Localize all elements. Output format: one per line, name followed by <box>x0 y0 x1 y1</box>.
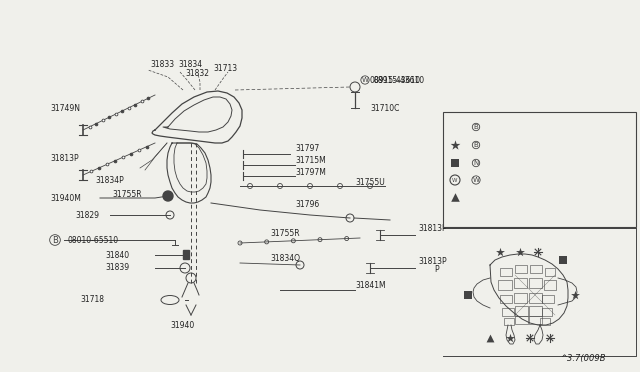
Text: 31710C: 31710C <box>370 103 399 112</box>
Point <box>515 249 525 255</box>
Bar <box>500 268 512 276</box>
Text: 31713: 31713 <box>213 64 237 73</box>
Point <box>570 292 580 298</box>
Point <box>463 292 473 298</box>
Bar <box>443 112 636 227</box>
Bar <box>529 293 542 303</box>
Text: 31834Q: 31834Q <box>270 253 300 263</box>
Text: 08120-66022: 08120-66022 <box>484 122 535 131</box>
Text: W: W <box>362 77 369 83</box>
Text: 31834P: 31834P <box>95 176 124 185</box>
Bar <box>183 250 189 259</box>
Point <box>485 335 495 341</box>
Point <box>450 194 460 200</box>
Bar <box>529 278 542 288</box>
Bar <box>515 265 527 273</box>
Point <box>450 142 460 148</box>
Text: 31940M: 31940M <box>50 193 81 202</box>
Point <box>505 335 515 341</box>
Text: 31813P: 31813P <box>418 224 447 232</box>
Text: B: B <box>52 235 58 244</box>
Bar <box>542 295 554 303</box>
Bar <box>500 295 512 303</box>
Text: 08911-20610: 08911-20610 <box>484 158 535 167</box>
Bar <box>529 316 542 324</box>
Text: 08915-43610: 08915-43610 <box>370 76 421 84</box>
Text: 31797: 31797 <box>295 144 319 153</box>
Text: W: W <box>472 177 479 183</box>
Circle shape <box>163 191 173 201</box>
Text: 31813P: 31813P <box>50 154 79 163</box>
Point <box>495 249 505 255</box>
Text: 31832: 31832 <box>185 68 209 77</box>
Text: 31718: 31718 <box>80 295 104 305</box>
Text: W: W <box>452 177 458 183</box>
Text: 31829: 31829 <box>75 211 99 219</box>
Text: B: B <box>474 142 478 148</box>
Text: 31841M: 31841M <box>355 280 386 289</box>
Text: N: N <box>474 160 479 166</box>
Bar <box>515 306 528 316</box>
Text: 31834: 31834 <box>178 60 202 68</box>
Text: ^3.7(009B: ^3.7(009B <box>560 353 605 362</box>
Bar <box>515 316 528 324</box>
Bar <box>542 308 552 316</box>
Text: 31940: 31940 <box>171 321 195 330</box>
Bar <box>498 280 512 290</box>
Text: (2): (2) <box>484 187 494 193</box>
Text: 08915-43610: 08915-43610 <box>374 76 425 84</box>
Text: (4): (4) <box>484 152 494 158</box>
Bar <box>514 293 527 303</box>
Text: 31813P: 31813P <box>418 257 447 266</box>
Text: 08915-43610: 08915-43610 <box>484 176 535 185</box>
Text: 31715M: 31715M <box>295 155 326 164</box>
Point <box>450 160 460 166</box>
Text: 31755U: 31755U <box>355 177 385 186</box>
Text: 31796: 31796 <box>295 199 319 208</box>
Bar <box>502 308 514 316</box>
Text: 31755R: 31755R <box>112 189 141 199</box>
Bar <box>530 265 542 273</box>
Bar <box>544 280 556 290</box>
Point <box>558 257 568 263</box>
Bar <box>529 306 542 316</box>
Text: P: P <box>435 266 439 275</box>
Bar <box>514 278 527 288</box>
Text: (2): (2) <box>484 170 494 176</box>
Bar <box>504 318 514 325</box>
Bar <box>545 268 555 276</box>
Text: (8): (8) <box>484 134 494 140</box>
Text: 31840: 31840 <box>105 250 129 260</box>
Bar <box>540 318 550 325</box>
Text: 31797M: 31797M <box>295 167 326 176</box>
Text: 31833: 31833 <box>150 60 174 68</box>
Text: 08010-65510: 08010-65510 <box>67 235 118 244</box>
Text: B: B <box>474 124 478 130</box>
Text: 31839: 31839 <box>105 263 129 273</box>
Text: 31755R: 31755R <box>270 228 300 237</box>
Text: 31710A: 31710A <box>476 192 506 202</box>
Text: 08120-64522: 08120-64522 <box>484 141 535 150</box>
Text: 31749N: 31749N <box>50 103 80 112</box>
